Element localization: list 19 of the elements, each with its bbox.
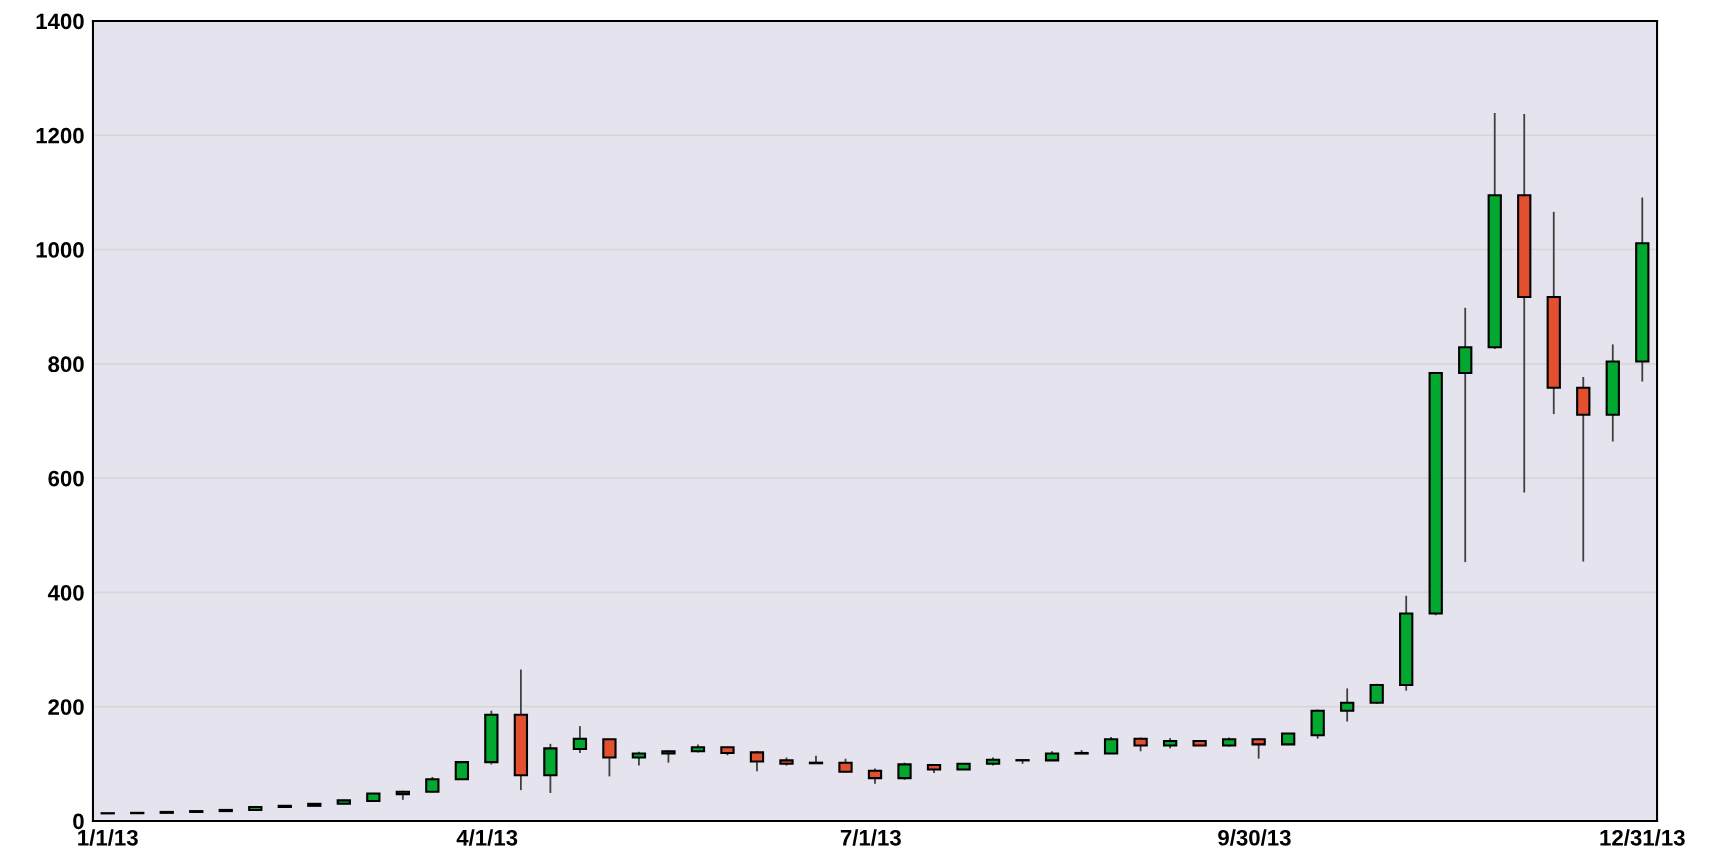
x-tick-label: 9/30/13	[1218, 829, 1291, 846]
y-tick-label: 600	[48, 470, 84, 487]
y-tick-label: 200	[48, 699, 84, 715]
x-tick-label: 1/1/13	[78, 829, 138, 846]
x-tick-label: 7/1/13	[840, 829, 901, 846]
candlestick	[1340, 687, 1355, 723]
candlestick	[1458, 306, 1473, 564]
x-tick-label: 12/31/13	[1600, 829, 1685, 846]
y-tick-label: 0	[73, 813, 84, 830]
y-tick-label: 1400	[36, 13, 84, 30]
candlestick	[749, 750, 765, 773]
candlestick	[602, 737, 617, 778]
candlestick	[1251, 737, 1266, 760]
y-tick-label: 1200	[36, 127, 84, 144]
candlestick	[572, 725, 588, 754]
y-tick-label: 800	[48, 356, 84, 373]
y-tick-label: 1000	[36, 242, 84, 258]
x-tick-label: 4/1/13	[456, 829, 518, 846]
y-tick-label: 400	[47, 584, 84, 601]
